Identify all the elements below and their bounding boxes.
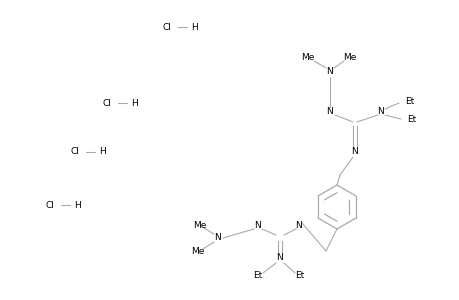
Text: Me: Me xyxy=(301,53,314,62)
Text: H: H xyxy=(131,98,137,107)
Text: Et: Et xyxy=(404,98,414,106)
Text: H: H xyxy=(74,200,81,209)
Text: Et: Et xyxy=(295,272,304,280)
Text: N: N xyxy=(276,254,283,262)
Text: N: N xyxy=(254,221,261,230)
Text: N: N xyxy=(295,221,302,230)
Text: N: N xyxy=(377,107,384,116)
Text: Cl: Cl xyxy=(46,200,55,209)
Text: Cl: Cl xyxy=(103,98,112,107)
Text: N: N xyxy=(351,148,358,157)
Text: N: N xyxy=(214,233,221,242)
Text: H: H xyxy=(190,22,197,32)
Text: N: N xyxy=(326,68,333,76)
Text: Cl: Cl xyxy=(71,148,80,157)
Text: Cl: Cl xyxy=(162,22,172,32)
Text: Me: Me xyxy=(191,248,204,256)
Text: Et: Et xyxy=(253,272,262,280)
Text: Et: Et xyxy=(406,116,415,124)
Text: Me: Me xyxy=(342,53,356,62)
Text: H: H xyxy=(99,148,106,157)
Text: N: N xyxy=(326,107,333,116)
Text: Me: Me xyxy=(193,221,206,230)
